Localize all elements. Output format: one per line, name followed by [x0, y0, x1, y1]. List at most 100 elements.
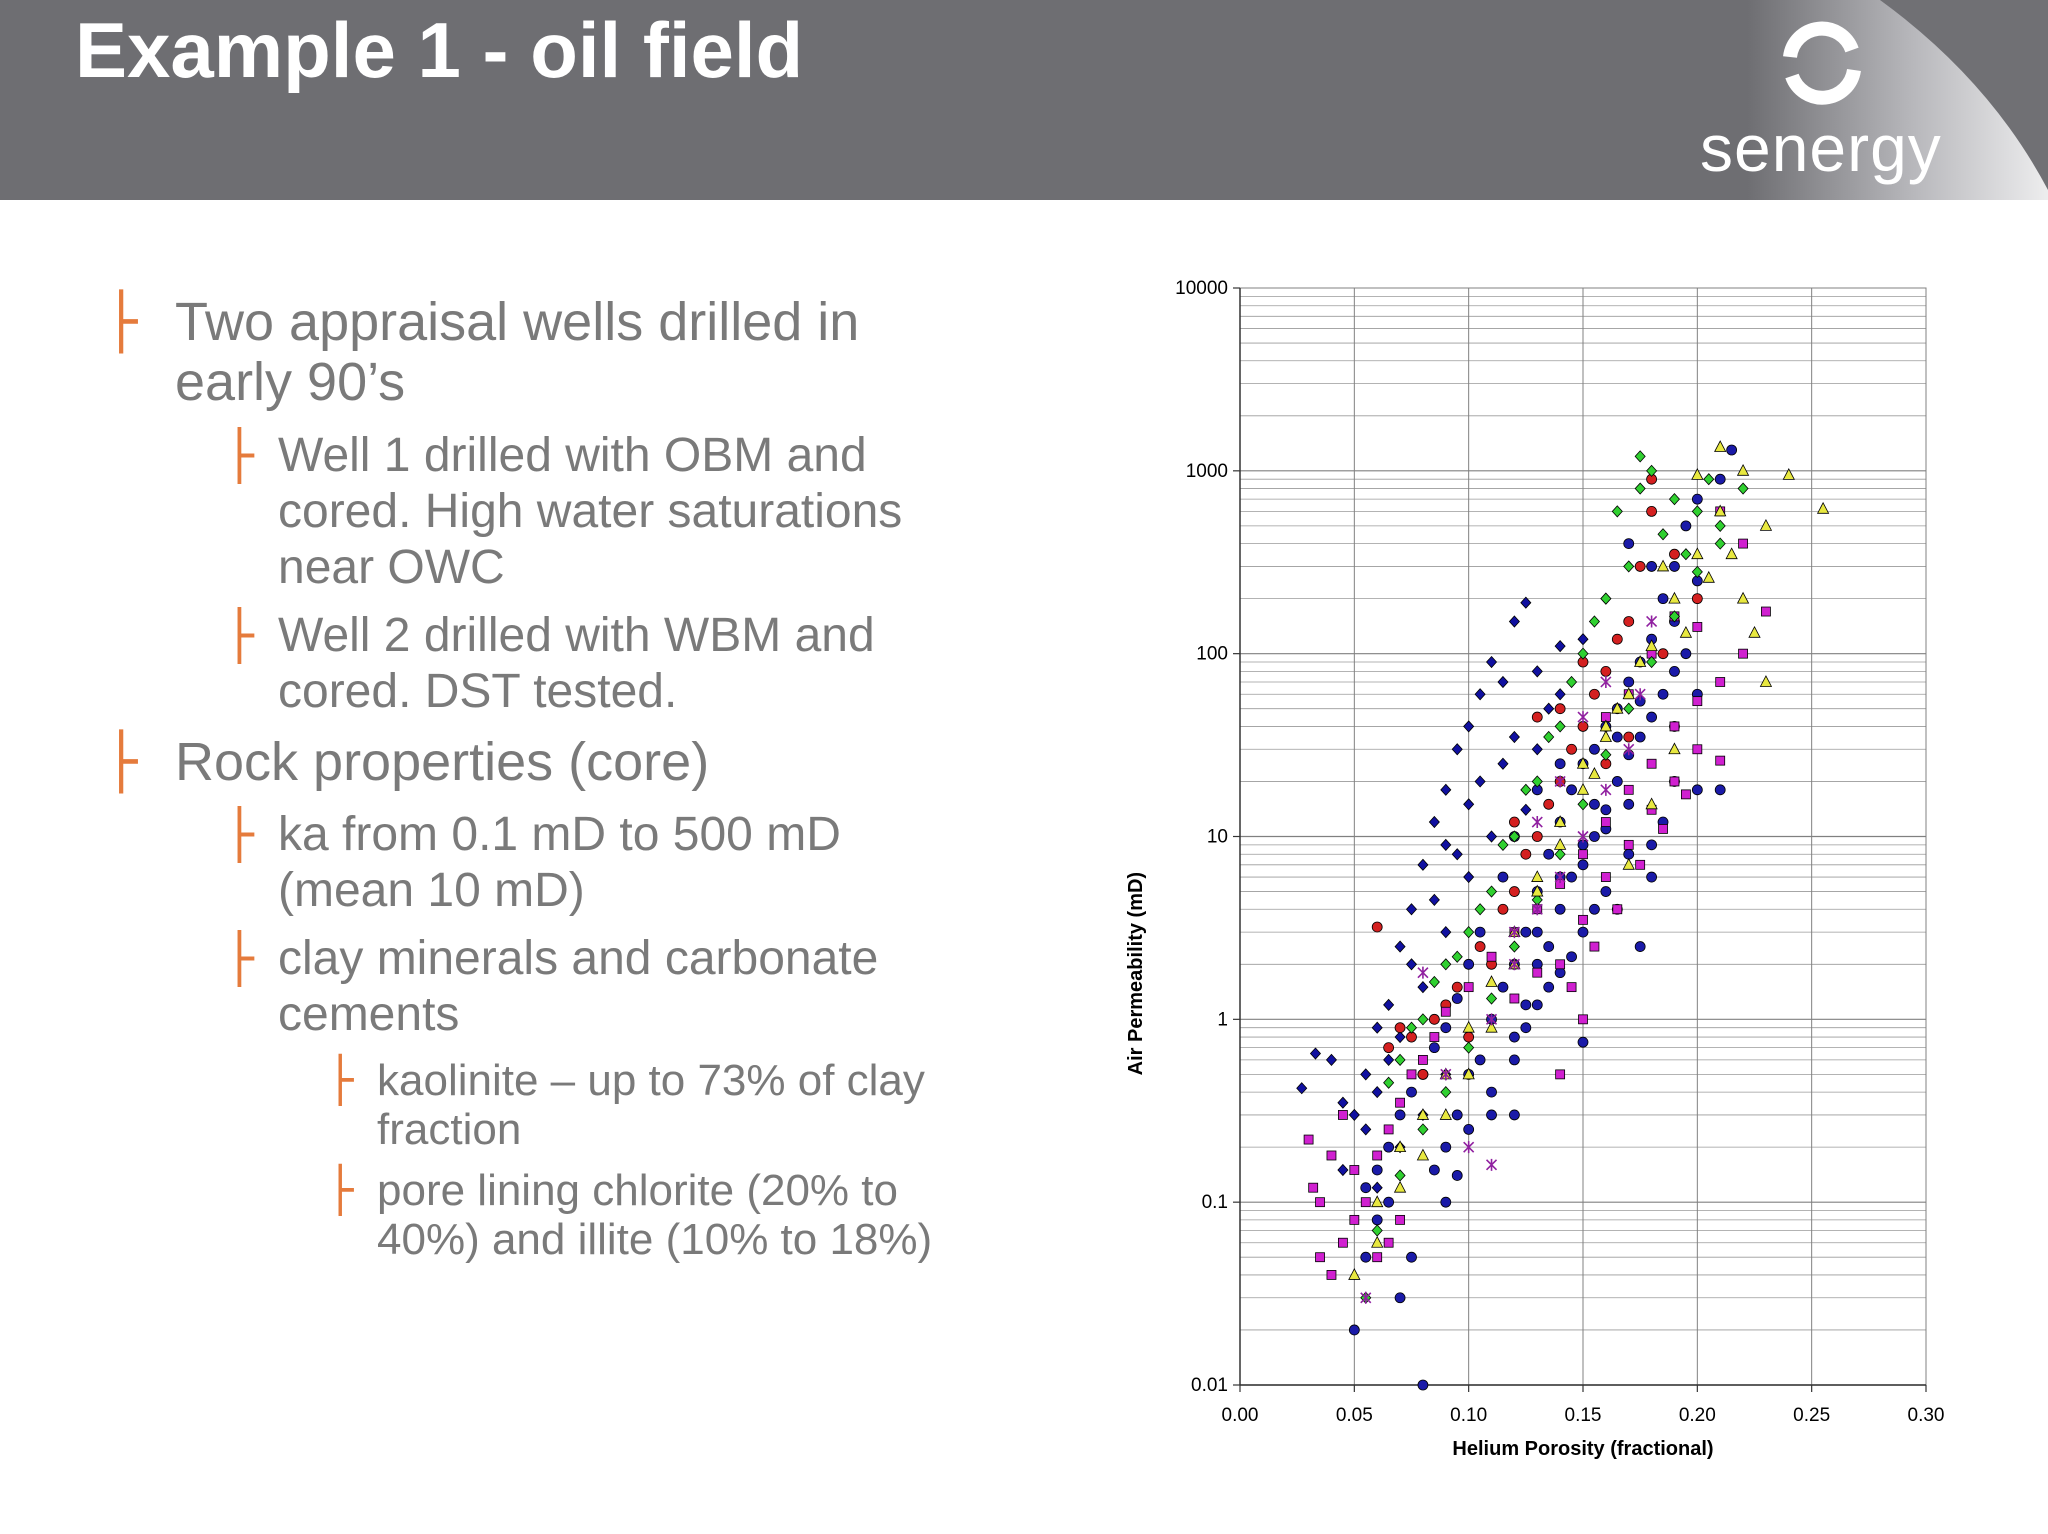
data-point	[1417, 1068, 1429, 1080]
data-point	[1497, 903, 1509, 915]
data-point	[1395, 1097, 1405, 1108]
bullet-item: pore lining chlorite (20% to 40%) and ill…	[377, 1166, 932, 1264]
bullet-item: Well 2 drilled with WBM and cored. DST te…	[278, 608, 875, 720]
data-point	[1611, 633, 1623, 645]
data-point	[1554, 720, 1566, 733]
data-point	[1656, 559, 1670, 572]
data-point	[1599, 730, 1613, 742]
bullet-line: cored. High water saturations	[278, 485, 903, 538]
data-point	[1463, 982, 1474, 993]
data-point	[1428, 975, 1440, 989]
data-point	[1485, 992, 1498, 1005]
data-point	[1715, 755, 1726, 766]
data-point	[1394, 1109, 1406, 1121]
data-point	[1463, 1031, 1475, 1043]
bullet-line: pore lining chlorite (20% to	[377, 1166, 898, 1215]
data-point	[1553, 838, 1567, 850]
data-point	[1405, 903, 1418, 916]
data-point	[1417, 858, 1429, 871]
data-point	[1668, 610, 1681, 623]
data-point	[1360, 1291, 1372, 1304]
data-point	[1634, 941, 1646, 952]
data-point	[1309, 1047, 1322, 1060]
data-point	[1623, 839, 1634, 850]
data-point	[1326, 1150, 1337, 1161]
data-point	[1645, 797, 1658, 810]
data-point	[1646, 505, 1657, 517]
data-point	[1440, 1196, 1452, 1208]
data-point	[1406, 1086, 1417, 1098]
data-point	[1393, 1180, 1407, 1193]
data-point	[1589, 798, 1600, 810]
data-point	[1440, 1006, 1451, 1017]
data-point	[1634, 450, 1646, 463]
bullet-line: cements	[278, 988, 460, 1041]
data-point	[1554, 703, 1566, 715]
data-point	[1485, 1158, 1498, 1171]
data-point	[1588, 767, 1601, 779]
data-point	[1737, 482, 1749, 495]
data-point	[1417, 1123, 1429, 1136]
data-point	[1462, 1067, 1475, 1080]
data-point	[1646, 871, 1657, 883]
data-point	[1714, 537, 1726, 550]
data-point	[1589, 831, 1600, 842]
bullet-item: clay minerals and carbonate cements	[278, 931, 878, 1043]
data-point	[1554, 640, 1566, 653]
data-point	[1553, 815, 1567, 827]
data-point	[1657, 593, 1669, 605]
data-point	[1508, 958, 1520, 971]
data-point	[1417, 1013, 1429, 1026]
data-point	[1658, 824, 1668, 834]
data-point	[1578, 914, 1588, 925]
data-point	[1485, 830, 1498, 843]
data-point	[1371, 1085, 1383, 1099]
data-point	[1463, 720, 1475, 733]
data-point	[1508, 1031, 1520, 1043]
data-point	[1577, 830, 1589, 843]
data-point	[1440, 958, 1452, 971]
data-point	[1383, 1124, 1394, 1135]
bullet-line: Well 1 drilled with OBM and	[278, 429, 867, 482]
data-point	[1646, 655, 1658, 669]
data-point	[1485, 1013, 1498, 1026]
data-point	[1451, 1170, 1463, 1181]
data-point	[1714, 784, 1726, 796]
data-point	[1451, 848, 1463, 861]
x-tick-label: 0.25	[1793, 1405, 1830, 1426]
data-point	[1691, 565, 1703, 579]
data-point	[1463, 1124, 1475, 1135]
data-point	[1669, 776, 1680, 787]
data-point	[1736, 591, 1750, 604]
data-point	[1577, 647, 1589, 660]
bullet-line: near OWC	[278, 541, 505, 594]
data-point	[1554, 903, 1566, 915]
data-point	[1611, 701, 1624, 714]
porosity-permeability-scatter-chart: 0.01 0.1 1 10 100 1000 10000 0.00 0.05 0.10 0.15 0.…	[1125, 278, 1944, 1460]
data-point	[1508, 816, 1520, 828]
data-point	[1657, 648, 1669, 660]
data-point	[1725, 547, 1738, 560]
data-point	[1554, 775, 1566, 788]
data-point	[1315, 1197, 1325, 1208]
data-point	[1691, 784, 1703, 796]
data-point	[1371, 1181, 1383, 1194]
data-point	[1646, 839, 1657, 851]
data-point	[1646, 615, 1658, 628]
data-point	[1543, 702, 1555, 715]
data-point	[1474, 926, 1486, 938]
bullet-marker: ├	[105, 290, 138, 353]
bullet-marker: ├	[225, 608, 254, 664]
data-point	[1577, 711, 1589, 724]
data-point	[1428, 893, 1440, 906]
data-point	[1440, 838, 1452, 851]
data-point	[1589, 941, 1600, 952]
data-point	[1360, 1123, 1372, 1136]
data-point	[1623, 848, 1635, 860]
bullet-marker: ├	[225, 428, 254, 484]
data-point	[1577, 1036, 1589, 1048]
data-point	[1394, 1030, 1406, 1044]
data-point	[1531, 831, 1543, 842]
data-point	[1611, 505, 1623, 518]
data-point	[1611, 731, 1623, 743]
